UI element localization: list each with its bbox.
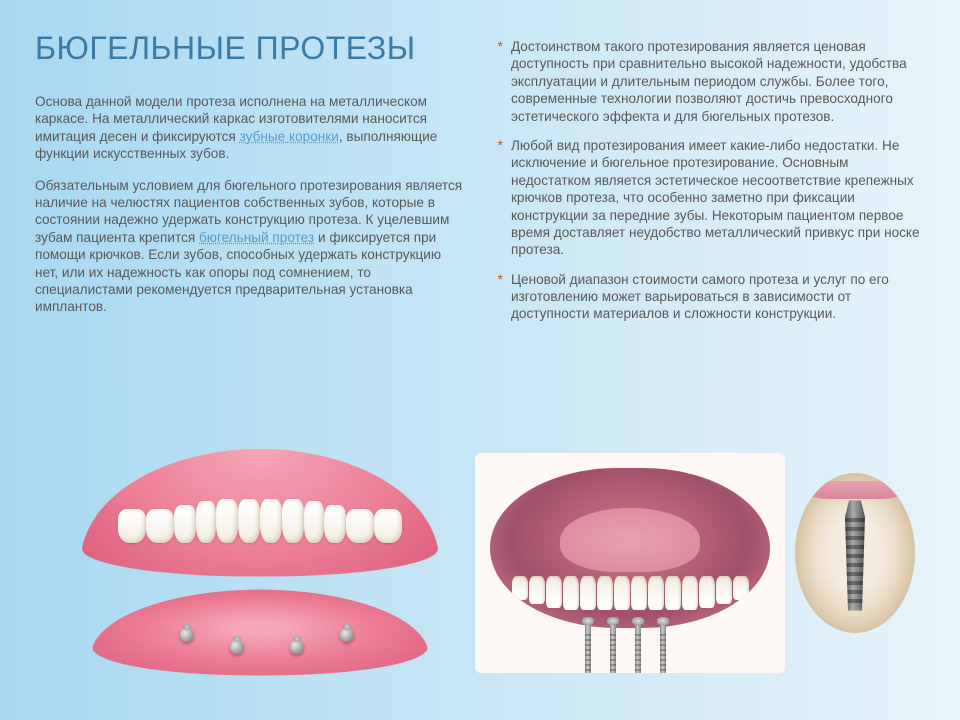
right-column: * Достоинством такого протезирования явл…	[498, 30, 931, 410]
link-dental-crowns[interactable]: зубные коронки	[240, 129, 339, 144]
bullet-3: * Ценовой диапазон стоимости самого прот…	[498, 271, 931, 323]
implant-screw-large-icon	[845, 501, 865, 611]
upper-denture	[90, 438, 430, 578]
slide-title: БЮГЕЛЬНЫЕ ПРОТЕЗЫ	[35, 30, 468, 67]
implant-abutment-icon	[180, 628, 194, 642]
implant-abutment-icon	[230, 640, 244, 654]
implant-screw-icon	[610, 623, 616, 673]
implant-screw-icon	[660, 623, 666, 673]
bullet-star-icon: *	[498, 38, 503, 125]
implant-screw-icon	[635, 623, 641, 673]
prosthesis-illustration-right	[475, 443, 915, 683]
content-area: БЮГЕЛЬНЫЕ ПРОТЕЗЫ Основа данной модели п…	[35, 30, 930, 410]
left-column: БЮГЕЛЬНЫЕ ПРОТЕЗЫ Основа данной модели п…	[35, 30, 468, 410]
bullet-1-text: Достоинством такого протезирования являе…	[511, 38, 930, 125]
bullet-2: * Любой вид протезирования имеет какие-л…	[498, 137, 931, 259]
slide: БЮГЕЛЬНЫЕ ПРОТЕЗЫ Основа данной модели п…	[0, 0, 960, 720]
link-clasp-prosthesis[interactable]: бюгельный протез	[199, 230, 314, 245]
bullet-2-text: Любой вид протезирования имеет какие-либ…	[511, 137, 930, 259]
paragraph-1: Основа данной модели протеза исполнена н…	[35, 93, 468, 163]
implant-cross-section	[795, 473, 915, 653]
bullet-star-icon: *	[498, 137, 503, 259]
image-area	[35, 420, 930, 705]
bullet-3-text: Ценовой диапазон стоимости самого протез…	[511, 271, 930, 323]
implant-screw-icon	[585, 623, 591, 673]
lower-gum-implants	[100, 568, 420, 688]
prosthesis-illustration-left	[50, 428, 445, 698]
bullet-star-icon: *	[498, 271, 503, 323]
implant-abutment-icon	[340, 628, 354, 642]
open-mouth-view	[475, 453, 785, 673]
implant-abutment-icon	[290, 640, 304, 654]
paragraph-2: Обязательным условием для бюгельного про…	[35, 177, 468, 316]
bullet-1: * Достоинством такого протезирования явл…	[498, 38, 931, 125]
